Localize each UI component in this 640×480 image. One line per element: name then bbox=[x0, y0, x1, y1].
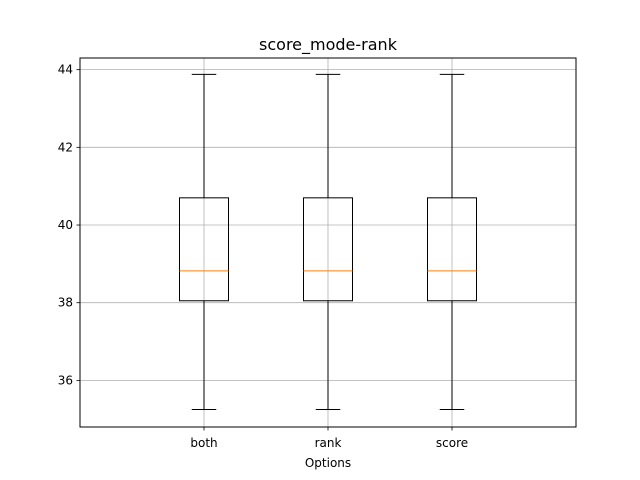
y-tick-label: 44 bbox=[58, 63, 73, 77]
box-plot-both bbox=[179, 73, 229, 411]
box-plot-score bbox=[427, 73, 477, 411]
y-axis-ticks: 36 38 40 42 44 bbox=[58, 63, 80, 387]
y-tick-label: 40 bbox=[58, 218, 73, 232]
x-axis-ticks: both rank score bbox=[190, 427, 468, 450]
y-tick-label: 36 bbox=[58, 373, 73, 387]
x-tick-label: both bbox=[190, 436, 217, 450]
box-plot-rank bbox=[303, 73, 353, 411]
x-tick-label: score bbox=[436, 436, 468, 450]
y-tick-label: 38 bbox=[58, 296, 73, 310]
box-layer bbox=[179, 73, 477, 411]
chart-title: score_mode-rank bbox=[259, 35, 398, 55]
x-tick-label: rank bbox=[315, 436, 342, 450]
x-axis-label: Options bbox=[305, 456, 351, 470]
iqr-box bbox=[427, 197, 477, 302]
y-tick-label: 42 bbox=[58, 140, 73, 154]
iqr-box bbox=[303, 197, 353, 302]
iqr-box bbox=[179, 197, 229, 302]
